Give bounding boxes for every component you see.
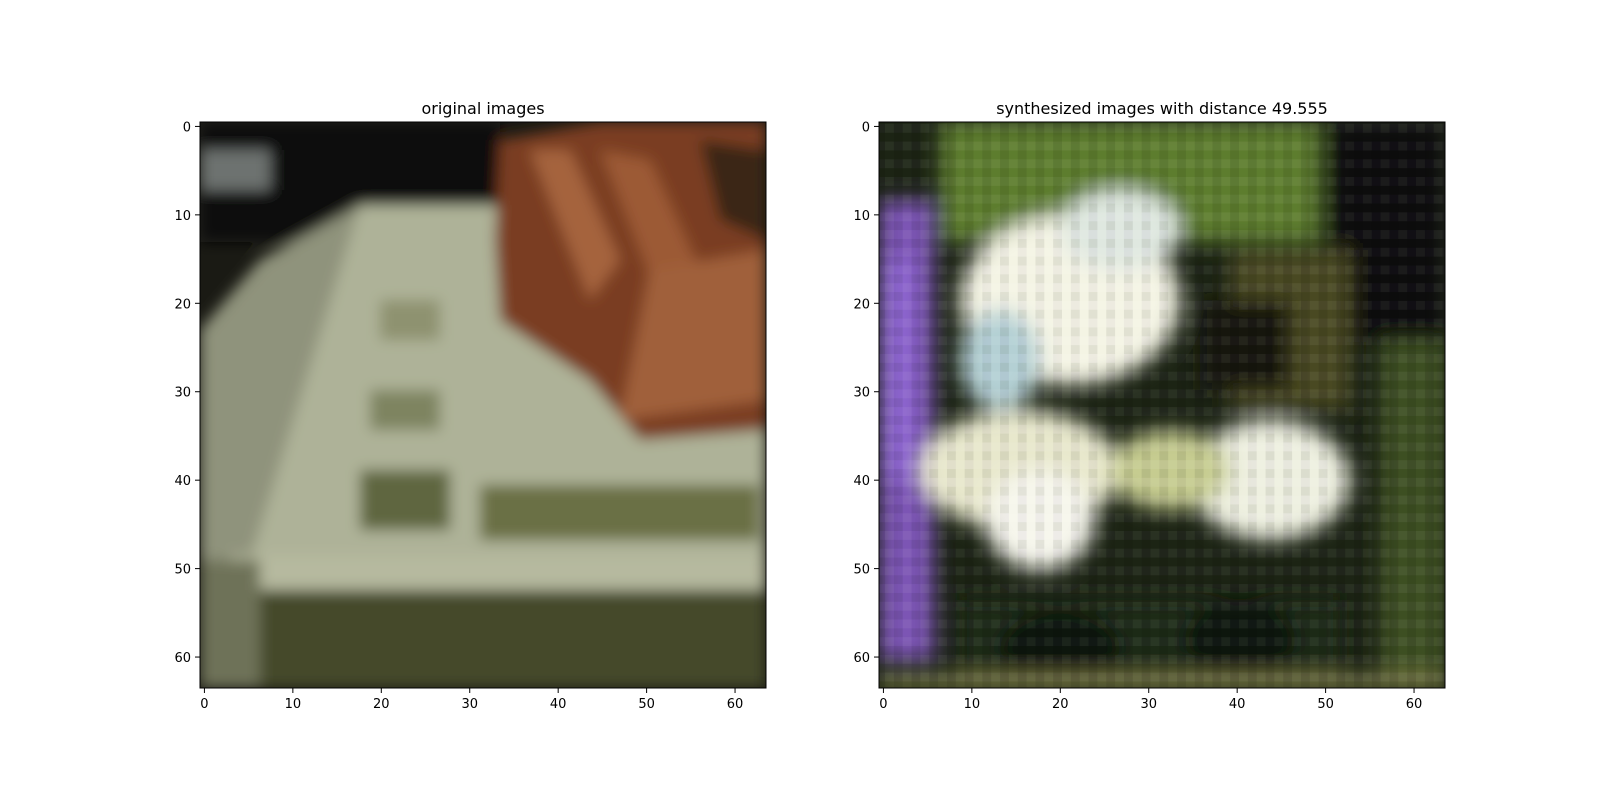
subplot-synthesized: synthesized images with distance 49.555 — [853, 99, 1446, 712]
y-tick-label-synthesized: 50 — [853, 563, 870, 578]
x-tick-label-original: 40 — [550, 697, 567, 712]
y-tick-label-synthesized: 20 — [853, 297, 870, 312]
y-tick-label-synthesized: 10 — [853, 209, 870, 224]
y-tick-label-original: 60 — [174, 651, 191, 666]
x-tick-label-original: 0 — [200, 697, 208, 712]
axes-frame-original — [199, 121, 767, 689]
x-tick-label-original: 20 — [373, 697, 390, 712]
image-synthesized — [879, 122, 1445, 688]
x-tick-label-original: 60 — [727, 697, 744, 712]
y-tick-label-original: 30 — [174, 386, 191, 401]
ticks-original: 0 10 20 30 40 50 60 0 10 20 30 40 50 60 — [174, 120, 743, 712]
x-tick-label-synthesized: 10 — [964, 697, 981, 712]
y-tick-label-original: 20 — [174, 297, 191, 312]
subplot-title-synthesized: synthesized images with distance 49.555 — [996, 99, 1328, 118]
y-tick-label-original: 0 — [183, 120, 191, 135]
x-tick-label-synthesized: 60 — [1406, 697, 1423, 712]
x-tick-label-original: 30 — [461, 697, 478, 712]
ticks-synthesized: 0 10 20 30 40 50 60 0 10 20 30 40 50 60 — [853, 120, 1422, 712]
y-tick-label-original: 40 — [174, 474, 191, 489]
x-tick-label-synthesized: 30 — [1140, 697, 1157, 712]
subplot-title-original: original images — [421, 99, 544, 118]
subplot-original: original images — [174, 99, 767, 712]
axes-frame-synthesized — [878, 121, 1446, 689]
x-tick-label-synthesized: 0 — [879, 697, 887, 712]
x-tick-label-synthesized: 20 — [1052, 697, 1069, 712]
y-tick-label-original: 10 — [174, 209, 191, 224]
y-tick-label-synthesized: 60 — [853, 651, 870, 666]
image-original — [200, 122, 766, 688]
y-tick-label-synthesized: 40 — [853, 474, 870, 489]
x-tick-label-synthesized: 50 — [1317, 697, 1334, 712]
y-tick-label-synthesized: 30 — [853, 386, 870, 401]
y-tick-label-original: 50 — [174, 563, 191, 578]
y-tick-label-synthesized: 0 — [862, 120, 870, 135]
x-tick-label-original: 10 — [285, 697, 302, 712]
x-tick-label-original: 50 — [638, 697, 655, 712]
x-tick-label-synthesized: 40 — [1229, 697, 1246, 712]
